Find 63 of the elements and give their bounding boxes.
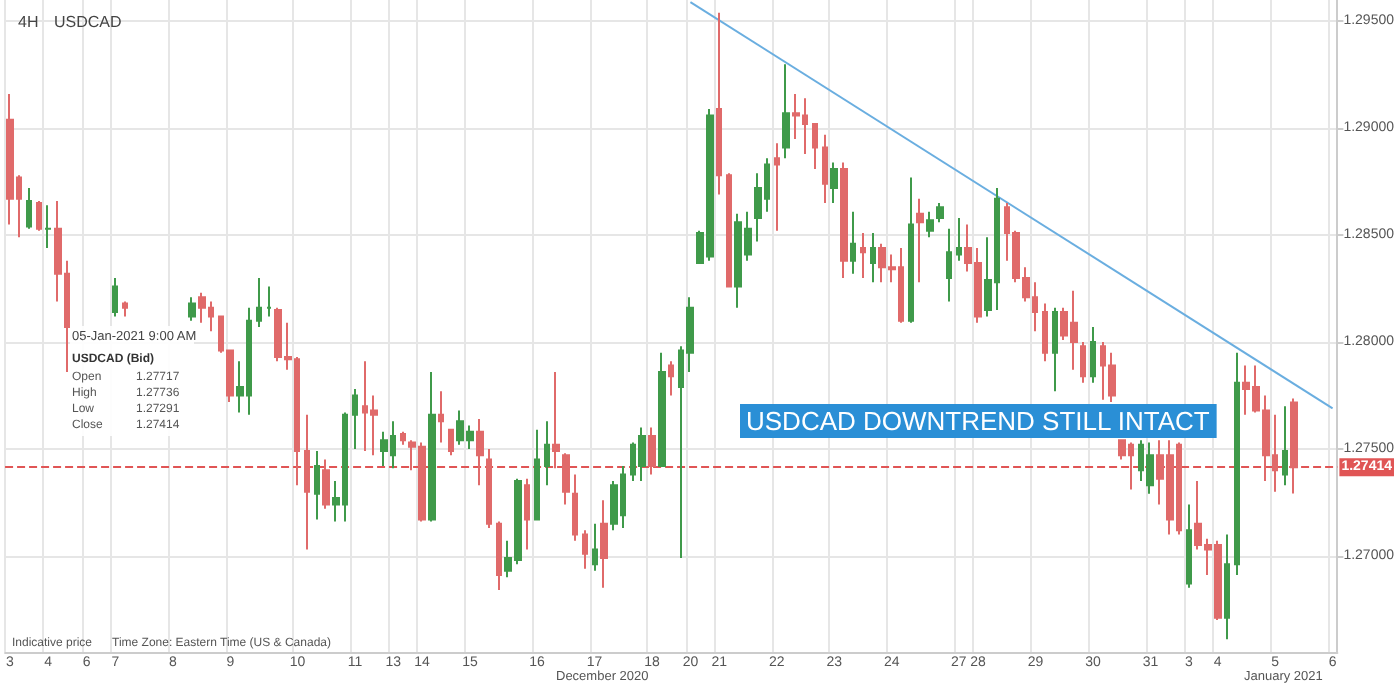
text: USDCAD: [54, 13, 123, 31]
candlestick: [428, 370, 436, 523]
candlestick: [726, 172, 732, 288]
candlestick: [600, 499, 608, 589]
candlestick: [582, 529, 588, 570]
candlestick: [534, 428, 540, 521]
candlestick: [908, 176, 914, 324]
candlestick: [1146, 441, 1154, 495]
candlestick: [658, 351, 666, 468]
candlestick: [198, 291, 206, 324]
candlestick: [352, 388, 358, 450]
text: 4H: [18, 13, 39, 31]
candlestick: [916, 197, 924, 284]
candlestick: [926, 210, 934, 239]
candlestick: [122, 300, 128, 318]
candlestick: [716, 11, 722, 196]
candlestick: [956, 217, 962, 262]
candlestick: [1090, 326, 1096, 384]
candlestick: [774, 142, 780, 232]
candlestick: [112, 276, 118, 318]
candlestick: [448, 428, 454, 457]
candlestick: [476, 417, 484, 487]
candlestick: [1290, 397, 1298, 495]
candlestick: [812, 122, 818, 170]
candlestick: [638, 426, 646, 482]
candlestick: [304, 413, 310, 551]
candlestick: [562, 452, 570, 506]
candlestick: [36, 199, 42, 232]
candlestick: [1042, 302, 1048, 363]
candlestick: [496, 520, 502, 592]
candlestick: [572, 473, 578, 542]
candlestick: [26, 187, 32, 230]
candlestick: [782, 63, 790, 160]
candlestick: [936, 202, 944, 224]
candlestick: [860, 232, 866, 279]
candlestick: [822, 133, 828, 205]
candlestick: [592, 522, 598, 572]
candlestick: [1224, 533, 1230, 641]
candlestick: [188, 296, 196, 322]
candlestick: [840, 161, 848, 279]
candlestick: [1186, 503, 1192, 589]
candlestick: [544, 420, 550, 487]
candlestick: [648, 426, 656, 476]
candlestick: [486, 447, 492, 530]
candlestick: [314, 450, 320, 521]
candlestick: [552, 370, 560, 470]
candlestick: [850, 210, 856, 275]
candlestick: [870, 232, 876, 284]
candlestick: [524, 477, 530, 551]
candlestick: [438, 390, 444, 444]
candlestick: [830, 161, 838, 205]
candlestick: [44, 204, 52, 249]
candlestick: [322, 458, 330, 510]
candlestick: [256, 276, 262, 329]
annotation: USDCAD DOWNTREND STILL INTACT: [746, 406, 1210, 436]
candlestick: [1080, 341, 1086, 384]
candlestick: [668, 360, 674, 397]
candlestick: [1282, 405, 1288, 487]
candlestick: [266, 285, 272, 318]
candlestick: [1234, 351, 1240, 577]
candlestick: [400, 430, 406, 446]
candlestick: [1052, 306, 1058, 393]
candlestick: [946, 227, 952, 303]
